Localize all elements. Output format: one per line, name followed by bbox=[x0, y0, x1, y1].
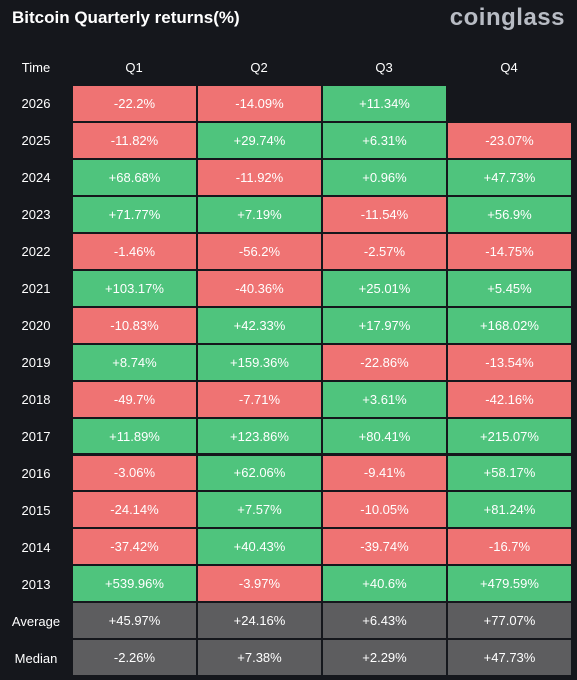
row-label: 2020 bbox=[21, 318, 51, 334]
return-cell: +42.33% bbox=[198, 307, 321, 343]
return-cell: -23.07% bbox=[448, 122, 571, 158]
row-label: 2018 bbox=[21, 392, 51, 408]
summary-cell: +24.16% bbox=[198, 603, 321, 639]
return-cell: +103.17% bbox=[73, 270, 196, 306]
return-cell: -11.54% bbox=[323, 196, 446, 232]
row-label: 2013 bbox=[21, 576, 51, 592]
return-cell: -3.06% bbox=[73, 455, 196, 491]
return-cell: +40.6% bbox=[323, 566, 446, 602]
return-cell: +123.86% bbox=[198, 418, 321, 454]
brand-logo: coinglass bbox=[449, 4, 565, 31]
return-cell: -16.7% bbox=[448, 529, 571, 565]
return-cell: +40.43% bbox=[198, 529, 321, 565]
return-cell: -14.75% bbox=[448, 233, 571, 269]
return-cell: -14.09% bbox=[198, 86, 321, 121]
return-cell: -11.92% bbox=[198, 159, 321, 195]
return-cell: -10.83% bbox=[73, 307, 196, 343]
return-cell: +11.89% bbox=[73, 418, 196, 454]
return-cell: -13.54% bbox=[448, 344, 571, 380]
return-cell: -22.86% bbox=[323, 344, 446, 380]
return-cell: -49.7% bbox=[73, 381, 196, 417]
row-label: 2017 bbox=[21, 429, 51, 445]
summary-cell: +45.97% bbox=[73, 603, 196, 639]
return-cell: -9.41% bbox=[323, 455, 446, 491]
return-cell: +3.61% bbox=[323, 381, 446, 417]
summary-cell: -2.26% bbox=[73, 640, 196, 676]
return-cell: +5.45% bbox=[448, 270, 571, 306]
row-label: 2025 bbox=[21, 133, 51, 149]
summary-cell: +2.29% bbox=[323, 640, 446, 676]
column-header: Q3 bbox=[375, 59, 393, 75]
return-cell: +58.17% bbox=[448, 455, 571, 491]
return-cell: -10.05% bbox=[323, 492, 446, 528]
row-label: 2022 bbox=[21, 244, 51, 260]
return-cell: +6.31% bbox=[323, 122, 446, 158]
row-label: 2014 bbox=[21, 539, 51, 555]
row-label: 2023 bbox=[21, 207, 51, 223]
return-cell: +159.36% bbox=[198, 344, 321, 380]
return-cell: +62.06% bbox=[198, 455, 321, 491]
summary-cell: +7.38% bbox=[198, 640, 321, 676]
return-cell: +8.74% bbox=[73, 344, 196, 380]
row-label: 2021 bbox=[21, 281, 51, 297]
column-header: Time bbox=[21, 59, 51, 75]
return-cell: -37.42% bbox=[73, 529, 196, 565]
return-cell: -3.97% bbox=[198, 566, 321, 602]
return-cell: -2.57% bbox=[323, 233, 446, 269]
return-cell: +81.24% bbox=[448, 492, 571, 528]
return-cell: +168.02% bbox=[448, 307, 571, 343]
column-header: Q2 bbox=[250, 59, 268, 75]
return-cell: +7.19% bbox=[198, 196, 321, 232]
return-cell: +0.96% bbox=[323, 159, 446, 195]
return-cell: +479.59% bbox=[448, 566, 571, 602]
return-cell: +47.73% bbox=[448, 159, 571, 195]
row-label: Median bbox=[14, 650, 58, 666]
return-cell: -39.74% bbox=[323, 529, 446, 565]
return-cell: -40.36% bbox=[198, 270, 321, 306]
return-cell: +25.01% bbox=[323, 270, 446, 306]
return-cell: +7.57% bbox=[198, 492, 321, 528]
return-cell: +11.34% bbox=[323, 86, 446, 121]
return-cell: +80.41% bbox=[323, 418, 446, 454]
return-cell: +539.96% bbox=[73, 566, 196, 602]
return-cell: +17.97% bbox=[323, 307, 446, 343]
return-cell: +68.68% bbox=[73, 159, 196, 195]
return-cell: -42.16% bbox=[448, 381, 571, 417]
row-label: Average bbox=[11, 613, 61, 629]
return-cell: -22.2% bbox=[73, 86, 196, 121]
title: Bitcoin Quarterly returns(%) bbox=[12, 8, 240, 27]
row-label: 2024 bbox=[21, 170, 51, 186]
return-cell: -24.14% bbox=[73, 492, 196, 528]
row-label: 2015 bbox=[21, 502, 51, 518]
return-cell: +215.07% bbox=[448, 418, 571, 454]
return-cell: +29.74% bbox=[198, 122, 321, 158]
return-cell: +56.9% bbox=[448, 196, 571, 232]
return-cell: -56.2% bbox=[198, 233, 321, 269]
return-cell: -7.71% bbox=[198, 381, 321, 417]
column-header: Q1 bbox=[125, 59, 143, 75]
summary-cell: +47.73% bbox=[448, 640, 571, 676]
return-cell: -11.82% bbox=[73, 122, 196, 158]
summary-cell: +77.07% bbox=[448, 603, 571, 639]
return-cell: -1.46% bbox=[73, 233, 196, 269]
row-label: 2019 bbox=[21, 355, 51, 371]
row-label: 2026 bbox=[21, 96, 51, 112]
return-cell: +71.77% bbox=[73, 196, 196, 232]
summary-cell: +6.43% bbox=[323, 603, 446, 639]
column-header: Q4 bbox=[500, 59, 518, 75]
row-label: 2016 bbox=[21, 465, 51, 481]
